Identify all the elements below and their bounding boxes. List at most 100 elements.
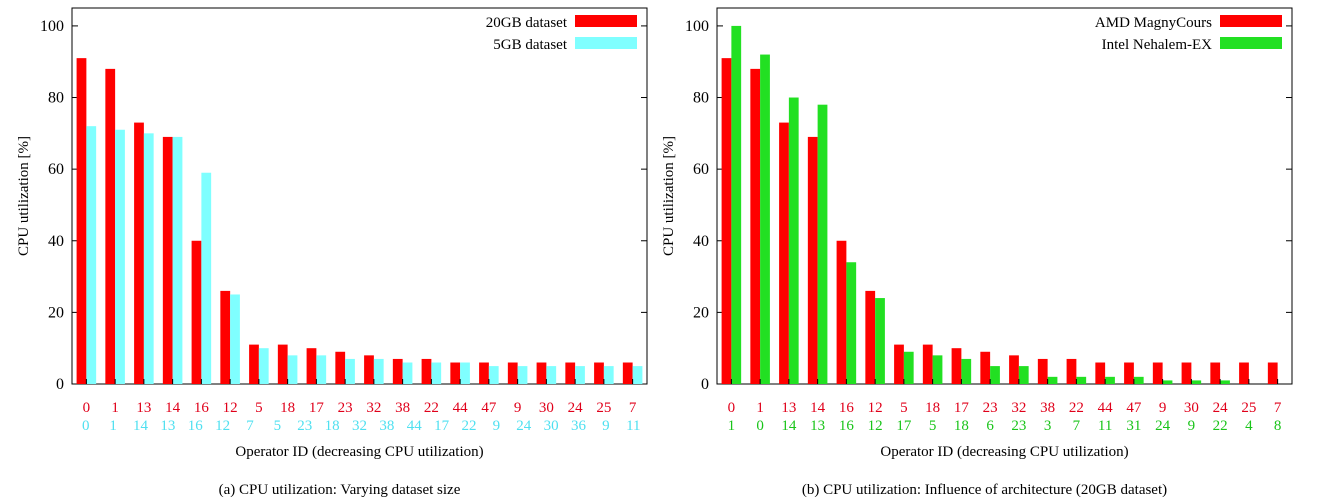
bar-series2 (1105, 376, 1115, 384)
category-label-secondary: 24 (516, 418, 532, 434)
category-label-primary: 13 (136, 400, 151, 416)
bar-series2 (603, 366, 614, 384)
category-label-primary: 16 (839, 400, 855, 416)
category-label-primary: 7 (629, 400, 637, 416)
category-label-primary: 30 (539, 400, 554, 416)
bar-series1 (922, 344, 933, 384)
bar-series1 (162, 136, 173, 384)
bar-series2 (230, 294, 240, 384)
bar-series2 (143, 133, 154, 384)
legend-swatch (1220, 37, 1282, 49)
category-label-primary: 44 (1098, 400, 1114, 416)
bar-series1 (1009, 355, 1019, 384)
y-axis-label: CPU utilization [%] (16, 136, 32, 256)
bar-series2 (961, 358, 972, 384)
category-label-secondary: 18 (325, 418, 340, 434)
category-label-secondary: 13 (160, 418, 175, 434)
category-label-secondary: 11 (626, 418, 640, 434)
plot-frame (71, 7, 648, 385)
bar-series1 (392, 358, 403, 384)
legend-swatch (575, 37, 637, 49)
bar-series2 (1133, 376, 1144, 384)
bar-series1 (750, 68, 761, 384)
category-label-secondary: 30 (544, 418, 559, 434)
category-label-primary: 18 (280, 400, 295, 416)
category-label-secondary: 9 (1188, 418, 1196, 434)
legend-swatch (575, 15, 637, 27)
category-label-primary: 17 (309, 400, 325, 416)
figure-caption: (a) CPU utilization: Varying dataset siz… (219, 482, 461, 498)
category-label-secondary: 16 (839, 418, 855, 434)
bar-series1 (335, 351, 346, 384)
category-label-primary: 38 (1040, 400, 1055, 416)
category-label-primary: 18 (925, 400, 940, 416)
bar-series1 (865, 290, 876, 384)
bar-series1 (507, 362, 518, 384)
bar-series2 (431, 362, 442, 384)
category-label-primary: 13 (781, 400, 796, 416)
category-label-secondary: 5 (929, 418, 937, 434)
legend-label: 20GB dataset (486, 15, 568, 31)
bar-series2 (1076, 376, 1087, 384)
bar-series2 (903, 351, 914, 384)
bar-series1 (1037, 358, 1048, 384)
bar-series2 (402, 362, 413, 384)
bar-series1 (1095, 362, 1106, 384)
category-label-secondary: 7 (246, 418, 254, 434)
category-label-secondary: 44 (407, 418, 423, 434)
category-label-secondary: 14 (133, 418, 149, 434)
bar-series2 (201, 172, 212, 384)
category-label-primary: 9 (1159, 400, 1167, 416)
bar-series1 (1210, 362, 1221, 384)
category-label-secondary: 3 (1044, 418, 1052, 434)
category-label-secondary: 17 (896, 418, 912, 434)
category-label-secondary: 9 (602, 418, 610, 434)
bar-series2 (517, 366, 528, 384)
category-label-primary: 32 (1011, 400, 1026, 416)
category-label-secondary: 7 (1073, 418, 1081, 434)
category-label-secondary: 6 (986, 418, 994, 434)
bar-series2 (990, 366, 1000, 384)
category-label-primary: 44 (453, 400, 469, 416)
category-label-primary: 1 (756, 400, 764, 416)
bar-series2 (788, 97, 799, 385)
category-label-primary: 22 (1069, 400, 1084, 416)
bar-series1 (306, 348, 317, 384)
category-label-secondary: 17 (434, 418, 450, 434)
category-label-primary: 16 (194, 400, 210, 416)
bar-series1 (894, 344, 904, 384)
bar-series2 (731, 25, 742, 385)
legend-label: 5GB dataset (493, 37, 568, 53)
bar-series2 (932, 355, 943, 384)
bar-series1 (779, 122, 789, 384)
category-label-primary: 9 (514, 400, 522, 416)
category-label-secondary: 12 (215, 418, 230, 434)
category-label-secondary: 23 (1011, 418, 1026, 434)
bar-series2 (115, 129, 125, 384)
category-label-primary: 1 (111, 400, 119, 416)
category-label-primary: 38 (395, 400, 410, 416)
bar-series1 (536, 362, 547, 384)
category-label-primary: 17 (954, 400, 970, 416)
bar-series2 (1162, 380, 1173, 384)
bar-series2 (172, 136, 183, 384)
category-label-primary: 32 (366, 400, 381, 416)
y-axis-label: CPU utilization [%] (661, 136, 677, 256)
bar-series2 (86, 126, 97, 385)
category-label-secondary: 9 (493, 418, 501, 434)
category-label-secondary: 16 (188, 418, 204, 434)
legend-label: AMD MagnyCours (1095, 15, 1212, 31)
category-label-primary: 14 (810, 400, 826, 416)
category-label-primary: 0 (83, 400, 91, 416)
category-label-secondary: 31 (1126, 418, 1141, 434)
bar-series2 (875, 298, 885, 384)
y-tick-label: 80 (693, 90, 709, 107)
bar-series1 (1124, 362, 1134, 384)
y-tick-label: 20 (48, 304, 64, 321)
category-label-primary: 7 (1274, 400, 1282, 416)
bar-series2 (1047, 376, 1058, 384)
bar-series1 (1267, 362, 1278, 384)
bar-series2 (1191, 380, 1202, 384)
bar-series2 (1220, 380, 1230, 384)
